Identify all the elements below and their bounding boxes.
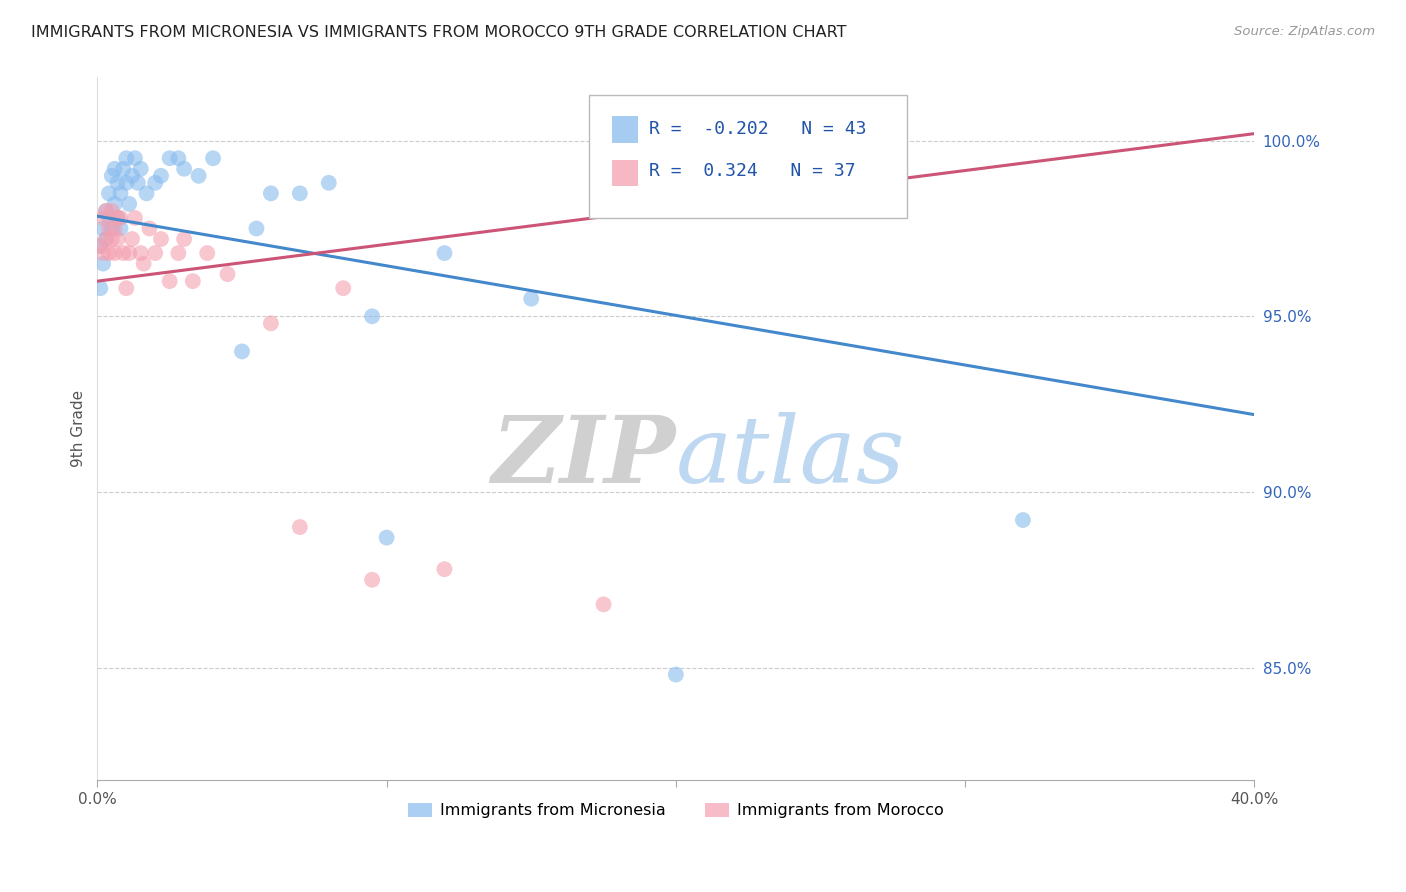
Point: [115, 176, 138, 190]
Point: [97, 221, 120, 235]
Point: [97, 246, 120, 260]
Point: [260, 316, 283, 330]
Point: [375, 531, 398, 545]
Point: [167, 246, 190, 260]
Point: [104, 161, 127, 176]
Text: R =  -0.202   N = 43: R = -0.202 N = 43: [650, 120, 866, 137]
FancyBboxPatch shape: [612, 160, 638, 186]
Point: [433, 562, 456, 576]
Point: [91, 211, 114, 225]
Point: [288, 520, 311, 534]
Point: [94, 232, 117, 246]
Point: [121, 232, 143, 246]
Point: [132, 257, 155, 271]
Point: [94, 232, 117, 246]
Point: [433, 246, 456, 260]
Point: [202, 151, 225, 165]
Text: Source: ZipAtlas.com: Source: ZipAtlas.com: [1234, 25, 1375, 38]
Point: [1012, 513, 1035, 527]
Point: [143, 176, 166, 190]
Point: [318, 176, 340, 190]
Point: [187, 169, 209, 183]
Point: [97, 211, 120, 225]
Text: R =  0.324   N = 37: R = 0.324 N = 37: [650, 161, 856, 180]
Point: [91, 221, 114, 235]
Point: [121, 169, 143, 183]
Point: [107, 232, 129, 246]
Point: [118, 197, 141, 211]
Point: [520, 292, 543, 306]
Legend: Immigrants from Micronesia, Immigrants from Morocco: Immigrants from Micronesia, Immigrants f…: [401, 797, 950, 825]
Point: [110, 186, 132, 201]
Point: [159, 151, 181, 165]
Point: [104, 221, 127, 235]
FancyBboxPatch shape: [589, 95, 907, 218]
Point: [127, 176, 149, 190]
Point: [195, 246, 218, 260]
Point: [107, 176, 129, 190]
Point: [124, 211, 146, 225]
Point: [149, 232, 172, 246]
Point: [101, 169, 124, 183]
Point: [89, 239, 111, 253]
Point: [181, 274, 204, 288]
Text: atlas: atlas: [676, 412, 905, 502]
Text: IMMIGRANTS FROM MICRONESIA VS IMMIGRANTS FROM MOROCCO 9TH GRADE CORRELATION CHAR: IMMIGRANTS FROM MICRONESIA VS IMMIGRANTS…: [31, 25, 846, 40]
Point: [115, 151, 138, 165]
Point: [91, 257, 114, 271]
Point: [332, 281, 354, 295]
Point: [288, 186, 311, 201]
Point: [167, 151, 190, 165]
Point: [361, 573, 384, 587]
Point: [118, 246, 141, 260]
Text: ZIP: ZIP: [492, 412, 676, 502]
Point: [115, 281, 138, 295]
Point: [112, 161, 135, 176]
Point: [129, 246, 152, 260]
Point: [217, 267, 239, 281]
Point: [91, 246, 114, 260]
Point: [89, 281, 111, 295]
Point: [143, 246, 166, 260]
Point: [89, 239, 111, 253]
Point: [110, 211, 132, 225]
Point: [112, 246, 135, 260]
Point: [260, 186, 283, 201]
Y-axis label: 9th Grade: 9th Grade: [72, 390, 86, 467]
Point: [104, 246, 127, 260]
Point: [107, 211, 129, 225]
Point: [129, 161, 152, 176]
Point: [231, 344, 253, 359]
Point: [101, 232, 124, 246]
Point: [149, 169, 172, 183]
Point: [107, 211, 129, 225]
Point: [135, 186, 157, 201]
Point: [159, 274, 181, 288]
Point: [723, 203, 745, 218]
FancyBboxPatch shape: [612, 116, 638, 143]
Point: [94, 203, 117, 218]
Point: [124, 151, 146, 165]
Point: [138, 221, 160, 235]
Point: [110, 221, 132, 235]
Point: [97, 186, 120, 201]
Point: [94, 203, 117, 218]
Point: [104, 197, 127, 211]
Point: [101, 203, 124, 218]
Point: [592, 597, 614, 611]
Point: [101, 221, 124, 235]
Point: [173, 161, 195, 176]
Point: [665, 667, 688, 681]
Point: [361, 310, 384, 324]
Point: [245, 221, 267, 235]
Point: [173, 232, 195, 246]
